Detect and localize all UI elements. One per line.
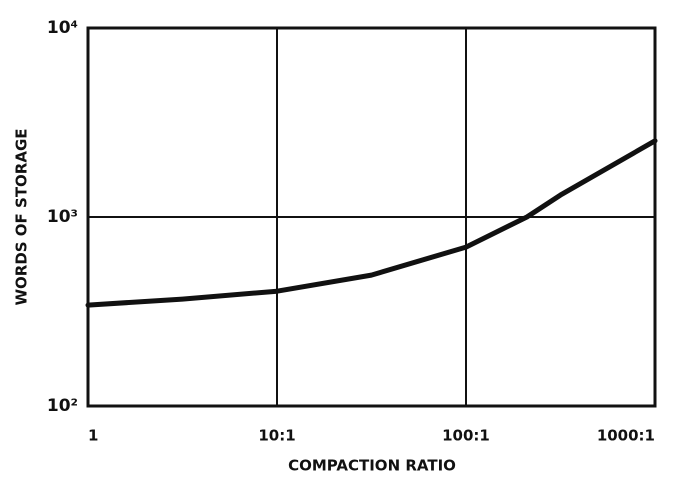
y-tick-label: 10²	[47, 396, 78, 416]
y-tick-label: 10³	[47, 207, 78, 227]
x-tick-label: 1000:1	[597, 427, 655, 445]
x-tick-label: 1	[88, 427, 98, 445]
x-tick-label: 100:1	[442, 427, 490, 445]
y-axis-label: WORDS OF STORAGE	[13, 128, 31, 305]
plot-frame	[86, 26, 657, 408]
x-tick-label: 10:1	[258, 427, 295, 445]
y-tick-label: 10⁴	[47, 18, 78, 38]
data-line	[85, 138, 658, 308]
x-axis-label: COMPACTION RATIO	[288, 457, 456, 475]
